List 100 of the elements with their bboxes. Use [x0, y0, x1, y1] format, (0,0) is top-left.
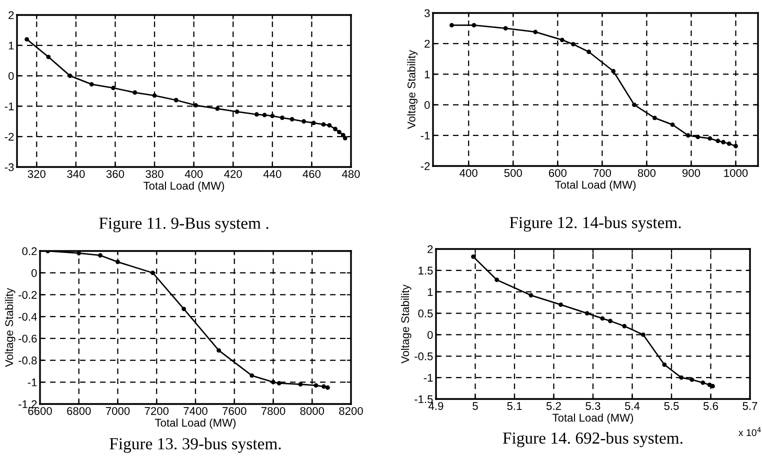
x-tick-label: 480: [342, 170, 360, 178]
y-tick-label: 2: [424, 40, 430, 48]
point: [150, 270, 155, 276]
text: Figure 13. 39-bus system.: [110, 438, 281, 453]
y-tick-label: 1: [428, 288, 433, 296]
text: Figure 11. 9-Bus system .: [99, 218, 268, 232]
point: [262, 112, 267, 118]
point: [298, 382, 303, 387]
point: [449, 23, 454, 28]
point: [690, 377, 694, 382]
y-tick-label: 1.5: [418, 266, 433, 275]
x-tick-label: 8200: [339, 407, 363, 415]
point: [270, 114, 275, 118]
point: [700, 380, 706, 385]
point: [571, 42, 576, 46]
x-tick-label: 7000: [106, 407, 130, 415]
y-tick-label: -0.4: [18, 312, 37, 321]
point: [216, 348, 222, 353]
point: [234, 109, 240, 114]
point: [132, 90, 138, 95]
point: [290, 117, 294, 122]
point: [342, 136, 348, 140]
y-axis-title: Voltage Stability: [4, 288, 16, 367]
point: [670, 122, 675, 127]
point: [68, 74, 72, 78]
point: [321, 122, 326, 127]
point: [333, 126, 338, 132]
x-tick-label: 5.1: [507, 402, 522, 410]
y-tick-label: -1: [28, 378, 37, 386]
point: [276, 381, 282, 386]
point: [586, 50, 592, 54]
point: [271, 380, 276, 384]
x-tick-label: 440: [263, 170, 282, 178]
x-tick-label: 7400: [184, 407, 208, 415]
x-tick-label: 7600: [222, 407, 246, 415]
x-tick-label: 420: [224, 170, 242, 178]
point: [558, 302, 564, 307]
point: [528, 293, 534, 298]
x-tick-label: 320: [28, 170, 46, 178]
x-tick-label: 5.4: [624, 402, 640, 410]
x-tick-label: 400: [460, 169, 478, 177]
x-tick-label: 5: [472, 402, 478, 410]
x-tick-label: 4.9: [428, 402, 444, 410]
x-tick-label: 6800: [67, 407, 91, 415]
y-tick-label: 0.5: [418, 310, 433, 318]
x-axis-title: Total Load (MW): [155, 418, 236, 429]
x-axis-title: Total Load (MW): [552, 414, 634, 424]
y-axis-title: Voltage Stability: [400, 284, 412, 364]
y-tick-label: -1: [420, 132, 430, 140]
point: [560, 38, 564, 42]
y-tick-label: -1: [4, 102, 14, 110]
point: [46, 54, 51, 60]
point: [503, 26, 508, 31]
point: [302, 119, 306, 124]
y-tick-label: 0: [31, 269, 37, 277]
point: [472, 23, 476, 28]
x-tick-label: 7800: [261, 407, 286, 415]
y-tick-label: 3: [424, 9, 430, 18]
point: [89, 82, 94, 87]
point: [340, 132, 346, 138]
x-tick-label: 5.5: [664, 402, 679, 410]
x-tick-label: 400: [184, 170, 203, 178]
x-tick-label: 5.6: [703, 402, 718, 410]
y-tick-label: -1.5: [414, 395, 433, 404]
x-axis-title: Total Load (MW): [144, 182, 224, 192]
x-tick-label: 700: [593, 169, 612, 177]
point: [641, 332, 646, 337]
y-tick-label: -0.2: [18, 290, 37, 299]
x-tick-label: 8000: [300, 407, 324, 415]
point: [716, 138, 720, 144]
point: [708, 136, 712, 141]
x-tick-label: 380: [146, 170, 164, 178]
point: [726, 141, 732, 146]
point: [686, 133, 690, 138]
x-tick-label: 340: [67, 170, 85, 178]
x-tick-label: 6600: [28, 407, 52, 415]
point: [494, 278, 500, 282]
point: [111, 86, 116, 90]
y-tick-label: -3: [4, 163, 14, 172]
point: [152, 93, 157, 98]
y-tick-label: 2: [428, 245, 433, 254]
point: [611, 68, 616, 74]
y-tick-label: 0.2: [22, 247, 37, 256]
y-tick-label: -0.8: [18, 356, 37, 364]
point: [707, 382, 712, 388]
point: [696, 134, 700, 140]
point: [24, 37, 30, 42]
y-axis-title: Voltage Stability: [407, 50, 418, 129]
point: [194, 103, 198, 108]
point: [652, 116, 657, 120]
point: [280, 116, 284, 120]
x-tick-label: 800: [638, 169, 656, 177]
y-tick-label: 1: [424, 70, 430, 78]
text: x 10$^{4}$: [738, 427, 761, 436]
y-tick-label: 0: [424, 101, 430, 109]
y-tick-label: -2: [4, 132, 14, 141]
y-tick-label: -1.2: [18, 400, 37, 408]
point: [584, 311, 590, 316]
y-tick-label: 1: [8, 42, 14, 50]
x-tick-label: 360: [106, 170, 124, 178]
